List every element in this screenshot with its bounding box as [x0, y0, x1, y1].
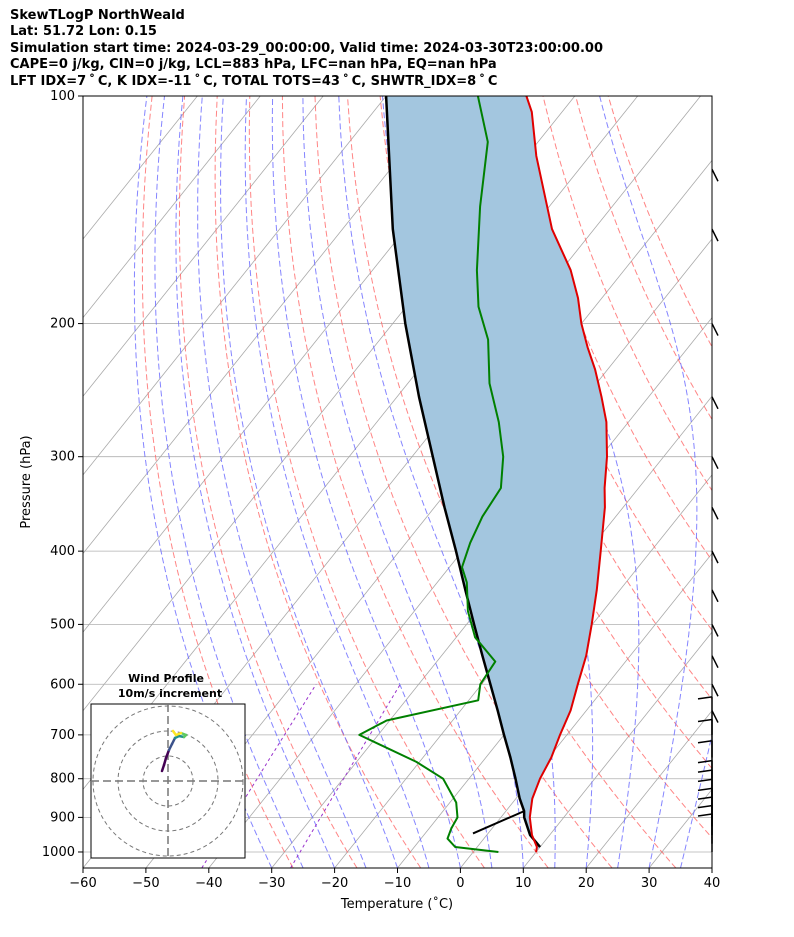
- wind-barb: [711, 710, 719, 723]
- hodograph-segment: [164, 748, 171, 760]
- x-tick-label: 0: [456, 876, 464, 891]
- isotherm: [334, 395, 712, 868]
- wind-barb: [711, 655, 719, 669]
- x-tick-label: 30: [641, 876, 658, 891]
- y-tick-label: 1000: [42, 845, 75, 860]
- x-tick-label: −50: [132, 876, 159, 891]
- y-axis-label: Pressure (hPa): [19, 435, 34, 528]
- moist-adiabat: [197, 96, 367, 868]
- isotherm: [585, 710, 712, 868]
- moist-adiabat: [599, 96, 698, 868]
- wind-barb: [711, 456, 719, 470]
- moist-adiabat: [220, 96, 398, 868]
- y-tick-label: 600: [50, 677, 75, 692]
- moist-adiabat: [711, 866, 712, 868]
- title-times: Simulation start time: 2024-03-29_00:00:…: [10, 40, 603, 56]
- y-tick-label: 700: [50, 728, 75, 743]
- wind-barb: [697, 696, 713, 735]
- wind-barbs: [697, 168, 719, 852]
- title-latlon: Lat: 51.72 Lon: 0.15: [10, 24, 157, 40]
- moist-adiabat: [680, 732, 712, 868]
- moist-adiabat: [271, 96, 461, 868]
- x-tick-label: −60: [69, 876, 96, 891]
- moist-adiabat: [302, 96, 493, 868]
- title-indices: LFT IDX=7 ˚ C, K IDX=-11 ˚ C, TOTAL TOTS…: [10, 73, 498, 89]
- x-tick-label: −30: [258, 876, 285, 891]
- x-tick-label: 20: [578, 876, 595, 891]
- y-tick-label: 800: [50, 772, 75, 787]
- isotherm: [711, 867, 712, 868]
- x-tick-label: 10: [515, 876, 532, 891]
- x-axis-ticks: −60 −50 −40 −30 −20 −10 0 10 20 30 40: [69, 868, 720, 891]
- isotherm: [83, 96, 261, 319]
- wind-barb: [711, 396, 719, 410]
- y-tick-label: 200: [50, 317, 75, 332]
- wind-barb: [711, 506, 719, 520]
- dry-adiabat: [281, 96, 549, 868]
- y-tick-label: 400: [50, 544, 75, 559]
- x-tick-label: −40: [195, 876, 222, 891]
- hodograph-segment: [171, 729, 178, 737]
- wind-barb: [711, 228, 719, 242]
- y-tick-label: 100: [50, 89, 75, 104]
- moist-adiabat: [133, 96, 273, 868]
- mixing-ratio-line: [290, 684, 401, 868]
- profiles: [358, 96, 608, 853]
- inset-title: Wind Profile: [128, 672, 204, 685]
- dry-adiabat: [509, 96, 712, 562]
- wind-barb: [697, 813, 713, 852]
- moist-adiabat: [244, 96, 430, 868]
- y-tick-label: 300: [50, 450, 75, 465]
- x-tick-label: −20: [321, 876, 348, 891]
- moist-adiabat: [175, 96, 336, 868]
- title-station: SkewTLogP NorthWeald: [10, 8, 185, 23]
- dry-adiabat: [575, 96, 712, 421]
- y-tick-label: 900: [50, 810, 75, 825]
- wind-barb: [711, 624, 719, 637]
- isotherm: [83, 96, 450, 555]
- lcl-marker: [472, 810, 525, 835]
- x-axis-label: Temperature (˚C): [340, 896, 453, 912]
- y-tick-label: 500: [50, 617, 75, 632]
- dry-adiabat: [607, 96, 712, 348]
- dry-adiabat: [141, 96, 294, 868]
- isotherm: [522, 631, 712, 868]
- parcel-profile-line: [384, 96, 542, 848]
- cin-area: [386, 96, 607, 852]
- wind-barb: [711, 323, 719, 336]
- dry-adiabat: [314, 96, 613, 868]
- wind-barb: [711, 550, 719, 564]
- dry-adiabat: [214, 96, 422, 868]
- moist-adiabat: [506, 96, 640, 868]
- isotherm: [460, 552, 712, 868]
- x-tick-label: 40: [704, 876, 721, 891]
- dry-adiabat: [248, 96, 485, 868]
- y-axis-ticks: 100 200 300 400 500 600 700 800 900 1000: [42, 89, 83, 860]
- title-cape: CAPE=0 j/kg, CIN=0 j/kg, LCL=883 hPa, LF…: [10, 57, 497, 73]
- inset-subtitle: 10m/s increment: [118, 687, 222, 700]
- isotherm: [83, 96, 387, 476]
- title-block: SkewTLogP NorthWeald Lat: 51.72 Lon: 0.1…: [10, 8, 603, 90]
- dewpoint-profile-line: [358, 96, 505, 853]
- isotherm: [83, 96, 324, 397]
- wind-barb: [711, 683, 719, 697]
- cin-shading: [386, 96, 607, 852]
- wind-profile-inset: Wind Profile 10m/s increment: [90, 672, 246, 859]
- temperature-profile-line: [525, 96, 608, 853]
- moist-adiabat: [154, 96, 304, 868]
- mixing-ratio-line: [201, 684, 317, 868]
- wind-barb: [711, 168, 719, 182]
- x-tick-label: −10: [384, 876, 411, 891]
- dry-adiabat: [178, 96, 358, 868]
- wind-barb: [711, 589, 719, 603]
- isotherm: [83, 96, 198, 240]
